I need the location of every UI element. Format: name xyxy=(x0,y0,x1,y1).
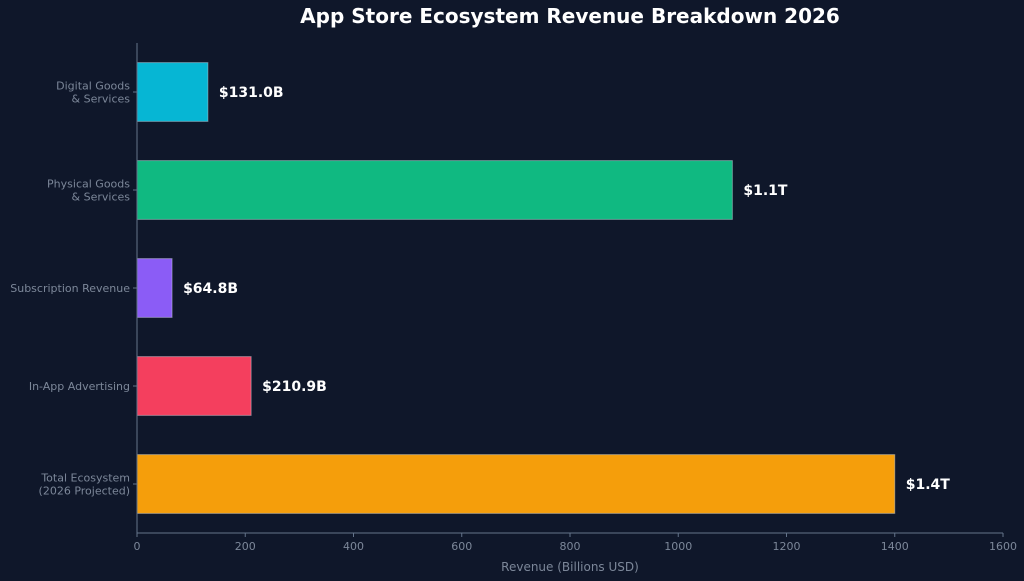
x-axis-ticks: 0 200 400 600 800 1000 1200 1400 1600 xyxy=(134,533,1017,553)
y-tick-label-line: & Services xyxy=(72,191,131,204)
data-label: $131.0B xyxy=(219,85,284,101)
x-tick-label: 600 xyxy=(451,540,472,553)
data-label: $1.4T xyxy=(906,477,951,493)
x-tick-label: 200 xyxy=(235,540,256,553)
y-tick-label: Total Ecosystem (2026 Projected) xyxy=(39,472,130,498)
y-tick-label-line: Physical Goods xyxy=(47,178,130,191)
y-tick-label: Physical Goods & Services xyxy=(47,178,130,204)
x-tick-label: 800 xyxy=(560,540,581,553)
x-axis-label: Revenue (Billions USD) xyxy=(501,560,639,574)
y-tick-label-line: (2026 Projected) xyxy=(39,485,130,498)
y-tick-label: In-App Advertising xyxy=(29,380,130,393)
data-label: $64.8B xyxy=(183,281,238,297)
x-tick-label: 1600 xyxy=(989,540,1017,553)
bar xyxy=(136,258,173,318)
data-label: $1.1T xyxy=(743,183,788,199)
x-tick-label: 1400 xyxy=(881,540,909,553)
y-tick-label-line: & Services xyxy=(72,93,131,106)
y-tick-label-line: In-App Advertising xyxy=(29,380,130,393)
y-tick-label: Digital Goods & Services xyxy=(56,80,130,106)
y-tick-label: Subscription Revenue xyxy=(10,282,130,295)
x-tick-label: 400 xyxy=(343,540,364,553)
bar xyxy=(136,356,252,416)
y-tick-label-line: Subscription Revenue xyxy=(10,282,130,295)
y-tick-label-line: Total Ecosystem xyxy=(40,472,130,485)
x-tick-label: 1000 xyxy=(664,540,692,553)
chart-title: App Store Ecosystem Revenue Breakdown 20… xyxy=(300,4,840,28)
bar xyxy=(136,62,209,122)
data-label: $210.9B xyxy=(262,379,327,395)
bars-layer xyxy=(136,62,896,514)
y-tick-label-line: Digital Goods xyxy=(56,80,130,93)
bar xyxy=(136,160,733,220)
x-tick-label: 0 xyxy=(134,540,141,553)
bar xyxy=(136,454,896,514)
data-labels: $131.0B $1.1T $64.8B $210.9B $1.4T xyxy=(183,85,950,493)
x-tick-label: 1200 xyxy=(773,540,801,553)
